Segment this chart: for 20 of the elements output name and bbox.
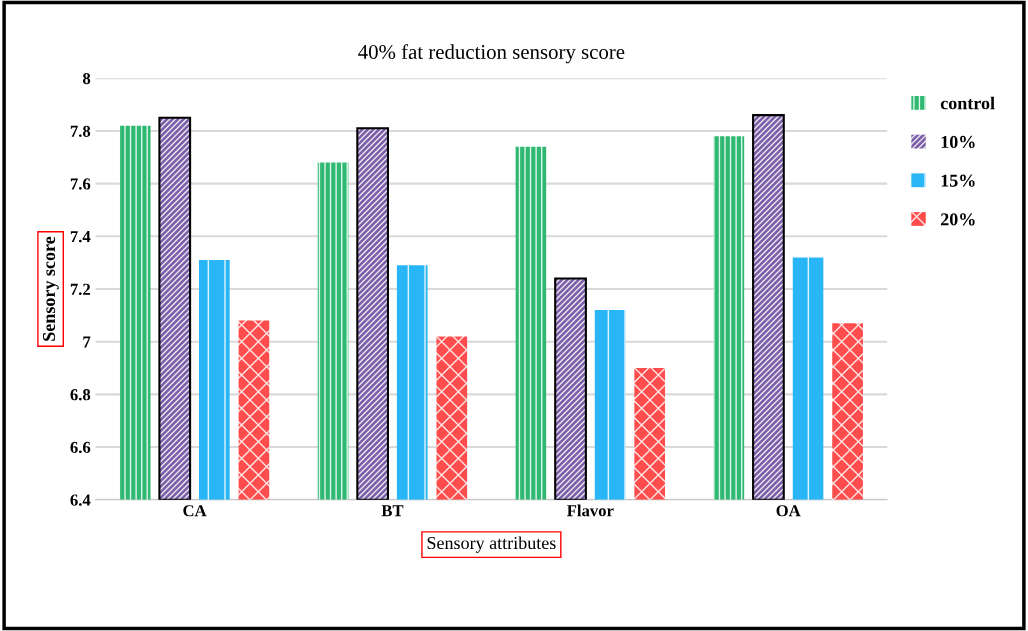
- legend-label: control: [940, 96, 995, 110]
- y-tick-label: 8: [82, 72, 91, 85]
- y-tick-label: 6.6: [70, 441, 91, 454]
- y-tick-label: 7.8: [70, 125, 91, 137]
- x-tick-label: BT: [381, 505, 404, 517]
- y-tick-label: 7.6: [70, 178, 91, 190]
- legend-label: 15%: [941, 174, 975, 187]
- x-tick-label: CA: [183, 505, 207, 517]
- y-tick-label: 6.4: [70, 494, 91, 506]
- chart-title: 40% fat reduction sensory score: [358, 44, 625, 64]
- y-tick-label: 7.4: [70, 231, 91, 243]
- x-tick-label: Flavor: [567, 504, 614, 517]
- y-tick-label: 7.2: [70, 283, 91, 296]
- x-tick-label: OA: [776, 505, 801, 517]
- y-axis-title: Sensory score: [42, 236, 59, 341]
- y-tick-label: 6.8: [70, 389, 91, 401]
- legend-label: 20%: [940, 213, 975, 226]
- x-axis-title: Sensory attributes: [427, 536, 556, 553]
- legend-label: 10%: [941, 135, 975, 149]
- y-tick-label: 7: [83, 336, 91, 348]
